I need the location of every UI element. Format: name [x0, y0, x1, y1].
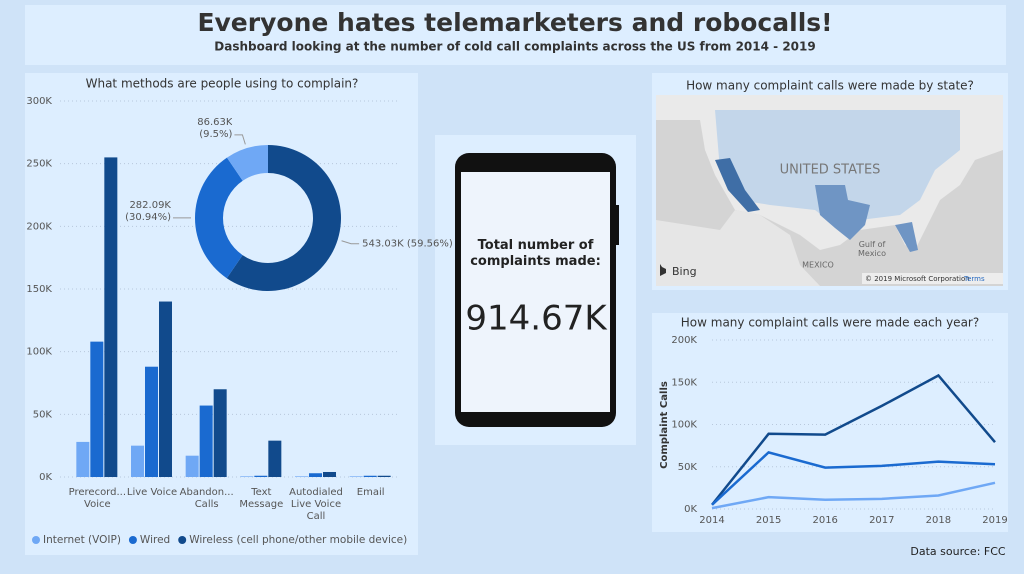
card-label-box: Total number of complaints made: [470, 238, 601, 269]
x-tick-label-box: Prerecord... Voice [68, 487, 127, 510]
map-title: How many complaint calls were made by st… [686, 79, 974, 93]
map-brand: Bing [672, 265, 697, 278]
bar [145, 366, 158, 477]
x-tick-label: 2019 [982, 515, 1007, 526]
bar [254, 475, 268, 477]
data-label: 282.09K (30.94%) [125, 199, 171, 223]
dashboard-title: Everyone hates telemarketers and robocal… [197, 8, 832, 37]
bar [185, 455, 199, 477]
bar [213, 389, 227, 477]
data-label: 86.63K (9.5%) [197, 116, 233, 140]
y-tick-label: 50K [678, 462, 698, 473]
card-value: 914.67K [465, 299, 608, 339]
legend-marker [32, 536, 40, 544]
bar [295, 476, 308, 477]
chart-title: How many complaint calls were made each … [681, 316, 979, 330]
y-tick-label: 200K [26, 221, 52, 232]
footer: Data source: FCC [910, 545, 1006, 558]
bar [309, 473, 322, 477]
map-mexico [656, 210, 820, 286]
phone-screen [461, 172, 610, 412]
y-tick-label: 150K [26, 284, 52, 295]
y-tick-label: 200K [671, 335, 697, 346]
data-label: 543.03K (59.56%) [362, 239, 453, 250]
x-tick-label: 2014 [699, 515, 724, 526]
line-series [711, 450, 996, 506]
x-tick-label: Email [356, 487, 385, 498]
line-series [711, 481, 996, 510]
y-tick-label: 250K [26, 159, 52, 170]
legend-marker [178, 536, 187, 544]
x-tick-label: 2015 [756, 515, 781, 526]
legend-label: Wired [140, 534, 170, 546]
x-tick-label: Text Message [239, 487, 284, 510]
phone-button [616, 205, 619, 245]
methods-panel [25, 73, 418, 555]
y-tick-label: 0K [684, 504, 697, 515]
map-states [715, 110, 960, 225]
bar [268, 440, 282, 477]
y-tick-label: 0K [39, 472, 52, 483]
map-texas [815, 185, 870, 240]
map-country: UNITED STATES [780, 163, 881, 178]
x-tick-label-box: Text Message [239, 487, 284, 510]
leader-line [341, 240, 360, 245]
data-label-box: 86.63K (9.5%) [197, 116, 233, 140]
x-tick-label: Prerecord... Voice [68, 487, 127, 510]
header-panel [25, 5, 1006, 65]
bar [90, 341, 104, 477]
legend-marker [128, 536, 137, 544]
bar [199, 405, 213, 477]
dashboard-subtitle: Dashboard looking at the number of cold … [214, 40, 815, 54]
bar [131, 445, 144, 477]
bing-logo [660, 264, 666, 276]
x-tick-label: 2018 [926, 515, 951, 526]
map-terms[interactable]: Terms [963, 275, 985, 283]
x-tick-label-box: Email [356, 487, 385, 498]
map-copyright: © 2019 Microsoft Corporation [865, 275, 970, 283]
bar [363, 475, 377, 477]
map-attribution-bg [862, 273, 1003, 284]
legend-label: Internet (VOIP) [43, 534, 121, 546]
x-tick-label: Abandon... Calls [179, 487, 234, 510]
donut-slice [194, 157, 243, 279]
leader-line [234, 134, 246, 145]
bar [76, 441, 90, 477]
donut-slice [226, 145, 268, 181]
map-california [715, 158, 760, 212]
x-tick-label: Autodialed Live Voice Call [289, 487, 343, 522]
donut-slice [226, 145, 341, 291]
line-series [711, 373, 996, 506]
map-neighbor: MEXICO [802, 261, 834, 270]
x-tick-label-box: Autodialed Live Voice Call [289, 487, 343, 522]
bar [349, 476, 363, 477]
data-label-box: 282.09K (30.94%) [125, 199, 171, 223]
y-tick-label: 50K [33, 409, 53, 420]
y-axis-label: Complaint Calls [659, 381, 670, 469]
map-gulf-box: Gulf of Mexico [858, 240, 886, 258]
line-panel [652, 313, 1008, 532]
map-florida [895, 222, 918, 252]
y-tick-label: 100K [26, 347, 52, 358]
x-tick-label: 2016 [812, 515, 837, 526]
x-tick-label-box: Abandon... Calls [179, 487, 234, 510]
x-tick-label: Live Voice [126, 487, 178, 498]
bar [104, 157, 118, 477]
y-tick-label: 150K [671, 377, 697, 388]
bar [159, 301, 172, 477]
chart-title: What methods are people using to complai… [86, 77, 359, 91]
legend-label: Wireless (cell phone/other mobile device… [189, 534, 407, 546]
bar [377, 475, 391, 477]
bar [240, 476, 254, 477]
bar [323, 471, 336, 477]
y-tick-label: 300K [26, 96, 52, 107]
x-tick-label: 2017 [869, 515, 894, 526]
y-tick-label: 100K [671, 420, 697, 431]
x-tick-label-box: Live Voice [126, 487, 178, 498]
map-gulf: Gulf of Mexico [858, 240, 886, 258]
card-label: Total number of complaints made: [470, 238, 601, 269]
